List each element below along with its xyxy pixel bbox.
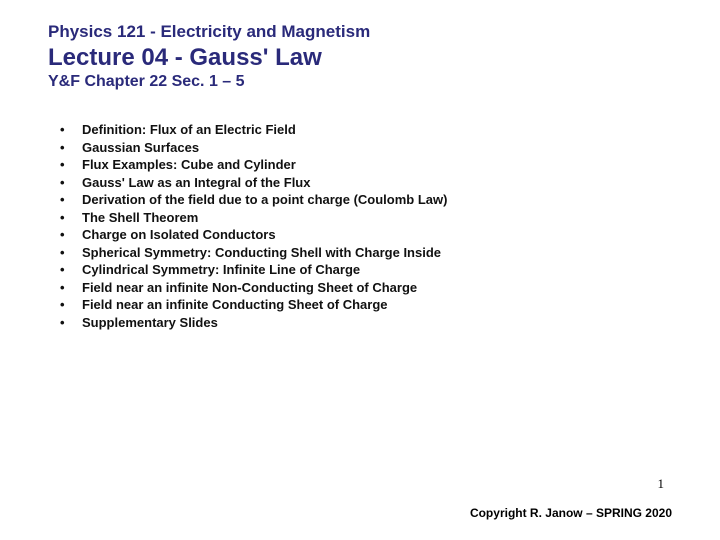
slide-container: Physics 121 - Electricity and Magnetism … (0, 0, 720, 540)
list-item: The Shell Theorem (56, 209, 672, 227)
topic-text: Supplementary Slides (82, 315, 218, 330)
topic-text: Flux Examples: Cube and Cylinder (82, 157, 296, 172)
topic-list: Definition: Flux of an Electric Field Ga… (48, 121, 672, 332)
list-item: Spherical Symmetry: Conducting Shell wit… (56, 244, 672, 262)
topic-text: Gauss' Law as an Integral of the Flux (82, 175, 310, 190)
topic-text: Derivation of the field due to a point c… (82, 192, 447, 207)
list-item: Field near an infinite Conducting Sheet … (56, 296, 672, 314)
list-item: Flux Examples: Cube and Cylinder (56, 156, 672, 174)
list-item: Derivation of the field due to a point c… (56, 191, 672, 209)
topic-text: Charge on Isolated Conductors (82, 227, 276, 242)
topic-text: Field near an infinite Non-Conducting Sh… (82, 280, 417, 295)
topic-text: Cylindrical Symmetry: Infinite Line of C… (82, 262, 360, 277)
topic-text: Definition: Flux of an Electric Field (82, 122, 296, 137)
lecture-title: Lecture 04 - Gauss' Law (48, 44, 672, 72)
list-item: Gaussian Surfaces (56, 139, 672, 157)
list-item: Supplementary Slides (56, 314, 672, 332)
list-item: Cylindrical Symmetry: Infinite Line of C… (56, 261, 672, 279)
list-item: Charge on Isolated Conductors (56, 226, 672, 244)
topic-text: Gaussian Surfaces (82, 140, 199, 155)
course-title: Physics 121 - Electricity and Magnetism (48, 22, 672, 42)
list-item: Gauss' Law as an Integral of the Flux (56, 174, 672, 192)
topic-text: Spherical Symmetry: Conducting Shell wit… (82, 245, 441, 260)
page-number: 1 (658, 476, 665, 492)
topic-text: The Shell Theorem (82, 210, 198, 225)
copyright-text: Copyright R. Janow – SPRING 2020 (470, 506, 672, 520)
topic-text: Field near an infinite Conducting Sheet … (82, 297, 388, 312)
chapter-reference: Y&F Chapter 22 Sec. 1 – 5 (48, 73, 672, 91)
list-item: Field near an infinite Non-Conducting Sh… (56, 279, 672, 297)
list-item: Definition: Flux of an Electric Field (56, 121, 672, 139)
